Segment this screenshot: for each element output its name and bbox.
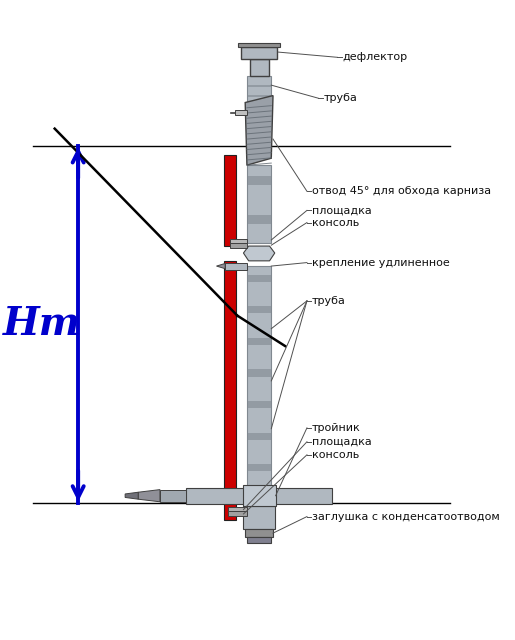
Bar: [247, 433, 271, 440]
Bar: [247, 538, 271, 543]
Bar: [228, 511, 247, 516]
Bar: [250, 59, 269, 76]
Text: площадка: площадка: [312, 205, 372, 216]
Bar: [244, 506, 275, 529]
Bar: [247, 369, 271, 376]
Text: консоль: консоль: [312, 218, 359, 228]
Bar: [247, 464, 271, 471]
Bar: [225, 261, 236, 520]
Text: дефлектор: дефлектор: [342, 52, 408, 62]
Bar: [235, 110, 247, 115]
Bar: [225, 262, 247, 269]
Bar: [247, 176, 271, 185]
Bar: [247, 215, 271, 224]
Bar: [230, 243, 247, 248]
Bar: [241, 47, 278, 59]
Bar: [247, 165, 271, 243]
Text: консоль: консоль: [312, 450, 359, 460]
Polygon shape: [244, 246, 275, 261]
Text: тройник: тройник: [312, 423, 361, 433]
Bar: [243, 485, 276, 506]
Text: труба: труба: [312, 296, 346, 306]
Bar: [247, 76, 271, 102]
Text: Нт: Нт: [3, 305, 80, 343]
Polygon shape: [245, 95, 273, 165]
Bar: [238, 42, 280, 47]
Polygon shape: [125, 492, 138, 499]
Text: площадка: площадка: [312, 436, 372, 447]
Text: заглушка с конденсатоотводом: заглушка с конденсатоотводом: [312, 511, 500, 522]
Bar: [160, 490, 186, 502]
Bar: [247, 266, 271, 487]
Bar: [186, 488, 332, 504]
Text: труба: труба: [323, 93, 357, 103]
Text: крепление удлиненное: крепление удлиненное: [312, 257, 450, 268]
Text: отвод 45° для обхода карниза: отвод 45° для обхода карниза: [312, 186, 491, 196]
Bar: [247, 401, 271, 408]
Bar: [247, 95, 271, 97]
Bar: [247, 275, 271, 282]
Bar: [225, 155, 236, 246]
Bar: [247, 84, 271, 87]
Bar: [230, 239, 247, 243]
Bar: [247, 338, 271, 345]
Polygon shape: [138, 490, 160, 502]
Bar: [245, 529, 273, 538]
Bar: [247, 307, 271, 314]
Bar: [228, 507, 247, 511]
Polygon shape: [216, 264, 225, 269]
